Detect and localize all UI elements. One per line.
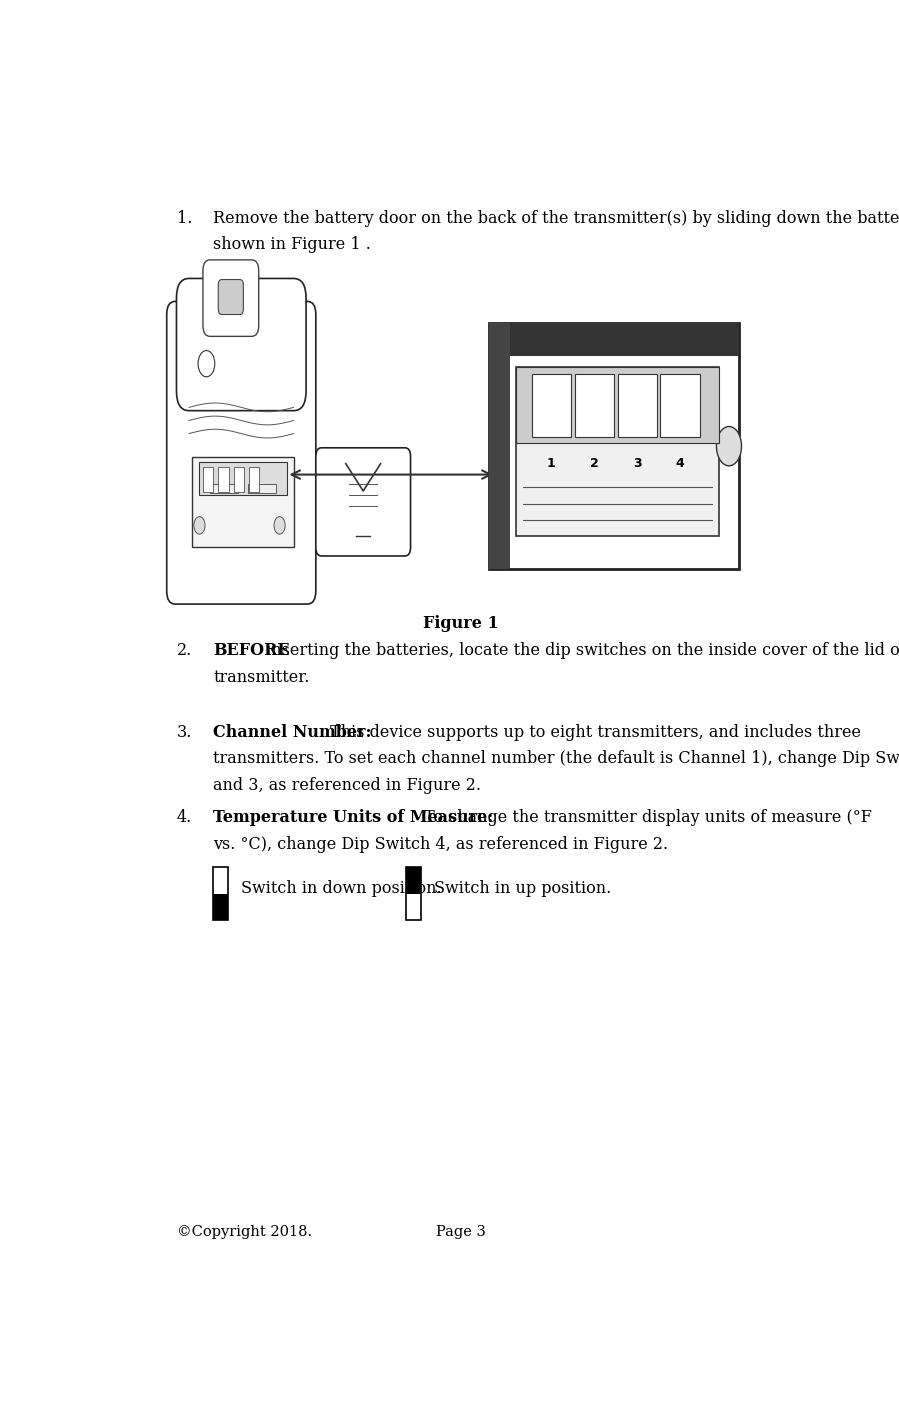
FancyBboxPatch shape <box>166 301 316 604</box>
Circle shape <box>198 350 215 377</box>
Bar <box>406 867 422 920</box>
Bar <box>209 484 237 492</box>
Bar <box>213 867 228 920</box>
Bar <box>192 457 293 548</box>
Text: Temperature Units of Measure:: Temperature Units of Measure: <box>213 809 494 826</box>
FancyBboxPatch shape <box>176 278 306 410</box>
Text: 3: 3 <box>633 457 642 471</box>
Bar <box>516 368 718 443</box>
Text: shown in Figure 1 .: shown in Figure 1 . <box>213 236 371 253</box>
Circle shape <box>194 517 205 534</box>
Text: 4: 4 <box>676 457 684 471</box>
Text: transmitter.: transmitter. <box>213 668 309 685</box>
Text: Remove the battery door on the back of the transmitter(s) by sliding down the ba: Remove the battery door on the back of t… <box>213 210 899 227</box>
Bar <box>248 484 276 492</box>
Text: To change the transmitter display units of measure (°F: To change the transmitter display units … <box>419 809 871 826</box>
Bar <box>203 467 213 491</box>
Text: Channel Number:: Channel Number: <box>213 724 371 741</box>
Text: 4.: 4. <box>177 809 192 826</box>
Text: Switch in down position.: Switch in down position. <box>241 880 441 897</box>
Text: Figure 1: Figure 1 <box>423 614 499 631</box>
Text: 2.: 2. <box>177 643 192 660</box>
FancyBboxPatch shape <box>203 260 259 336</box>
Bar <box>213 894 228 920</box>
Bar <box>406 867 422 894</box>
Text: BEFORE: BEFORE <box>213 643 289 660</box>
Text: This device supports up to eight transmitters, and includes three: This device supports up to eight transmi… <box>325 724 860 741</box>
Bar <box>249 467 260 491</box>
Bar <box>234 467 244 491</box>
Circle shape <box>274 517 285 534</box>
Bar <box>489 324 510 569</box>
Text: ©Copyright 2018.: ©Copyright 2018. <box>177 1225 312 1239</box>
Bar <box>516 368 718 536</box>
Bar <box>489 324 739 569</box>
Text: 3.: 3. <box>177 724 192 741</box>
FancyBboxPatch shape <box>316 448 411 556</box>
Circle shape <box>717 427 742 465</box>
FancyBboxPatch shape <box>218 280 244 315</box>
Text: Switch in up position.: Switch in up position. <box>434 880 611 897</box>
Bar <box>531 373 571 437</box>
Text: 1: 1 <box>547 457 556 471</box>
Bar <box>661 373 700 437</box>
Bar <box>618 373 657 437</box>
Bar <box>574 373 614 437</box>
Text: Page 3: Page 3 <box>436 1225 485 1239</box>
Text: vs. °C), change Dip Switch 4, as referenced in Figure 2.: vs. °C), change Dip Switch 4, as referen… <box>213 836 668 853</box>
Text: inserting the batteries, locate the dip switches on the inside cover of the lid : inserting the batteries, locate the dip … <box>261 643 899 660</box>
Text: transmitters. To set each channel number (the default is Channel 1), change Dip : transmitters. To set each channel number… <box>213 751 899 768</box>
Text: and 3, as referenced in Figure 2.: and 3, as referenced in Figure 2. <box>213 776 481 793</box>
Bar <box>218 467 228 491</box>
Bar <box>200 463 287 495</box>
Text: 1.: 1. <box>177 210 192 227</box>
Bar <box>489 324 739 356</box>
Text: 2: 2 <box>590 457 599 471</box>
